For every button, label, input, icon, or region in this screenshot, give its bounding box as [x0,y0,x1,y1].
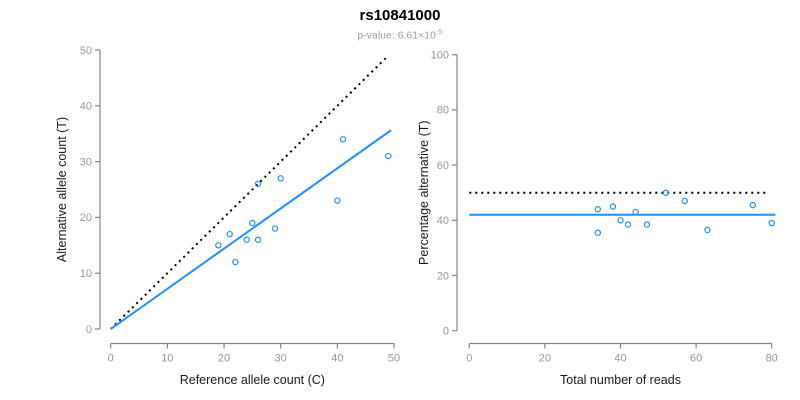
allele-counts-scatter-panel: 0 10 20 30 40 50 0 10 20 30 40 50 Reference allele c… [55,45,400,387]
y-tick-label: 20 [437,270,449,282]
y-tick-label: 10 [80,268,92,280]
data-point [594,229,602,236]
data-point [609,203,617,210]
y-tick-label: 0 [86,324,92,336]
x-tick-label: 40 [614,353,626,365]
data-point [632,208,639,216]
x-tick-label: 0 [466,353,472,365]
data-point [681,197,688,205]
data-point [226,230,233,238]
data-point [249,219,256,227]
data-point [617,217,624,224]
data-point [232,258,239,266]
data-point [215,242,222,249]
data-point [385,152,392,160]
x-tick-label: 80 [766,353,778,365]
y-axis-title: Alternative allele count (T) [55,117,69,262]
x-tick-label: 50 [388,353,400,365]
y-tick-label: 80 [437,105,449,117]
identity-line [109,54,390,330]
x-tick-label: 0 [108,353,114,365]
data-point [624,221,632,228]
y-tick-label: 60 [437,160,449,172]
data-point [594,206,602,213]
y-axis-title: Percentage alternative (T) [417,120,431,265]
data-point [749,201,757,209]
x-axis-title: Total number of reads [560,373,681,387]
y-tick-label: 40 [80,101,92,113]
data-point [768,219,775,227]
x-tick-label: 10 [161,353,173,365]
y-tick-label: 40 [437,215,449,227]
x-axis-title: Reference allele count (C) [180,373,325,387]
y-tick-label: 0 [443,326,449,338]
x-tick-label: 60 [690,353,702,365]
data-point [254,236,262,243]
y-tick-label: 30 [80,156,92,168]
y-tick-label: 100 [431,50,449,62]
data-point [277,175,284,182]
x-tick-label: 30 [275,353,287,365]
data-point [243,236,250,243]
y-tick-label: 50 [80,45,92,57]
data-point [254,180,262,188]
data-point [334,197,341,204]
data-point [339,136,347,143]
data-point [643,221,651,228]
x-tick-label: 40 [331,353,343,365]
x-tick-label: 20 [218,353,230,365]
data-point [704,226,711,234]
data-point [662,189,670,196]
y-tick-label: 20 [80,212,92,224]
fit-line [110,129,392,330]
percentage-scatter-panel: 0 20 40 60 80 100 0 20 40 60 80 Total number of rea… [417,50,778,388]
data-point [271,225,279,232]
x-tick-label: 20 [539,353,551,365]
